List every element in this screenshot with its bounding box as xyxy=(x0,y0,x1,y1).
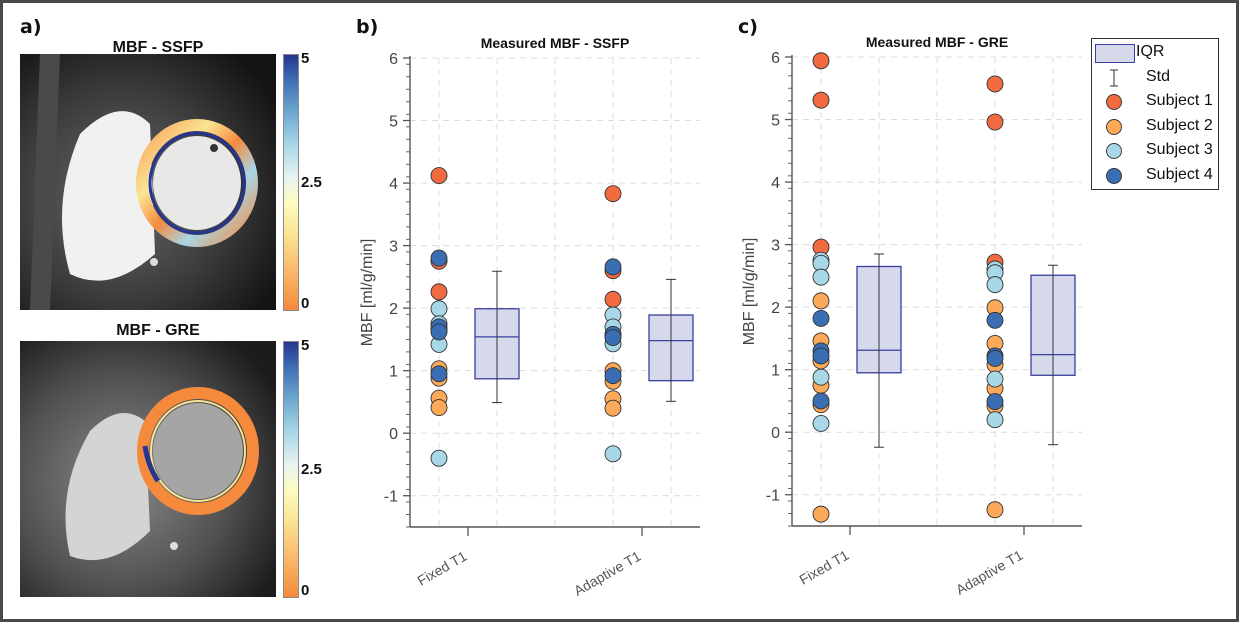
legend-item: IQR xyxy=(1092,42,1216,64)
y-tick-label: 2 xyxy=(771,300,780,317)
data-point-subject-4 xyxy=(604,329,622,346)
legend: IQR Std Subject 1 Subject 2 Subject 3 Subject… xyxy=(1091,38,1219,190)
panel-c-label: c) xyxy=(738,16,758,38)
data-point-subject-4 xyxy=(812,347,830,365)
legend-label: Subject 3 xyxy=(1146,141,1213,158)
legend-std-icon xyxy=(1110,69,1118,86)
y-tick-label: 3 xyxy=(771,238,780,255)
legend-label: Std xyxy=(1146,67,1171,85)
data-point-subject-1 xyxy=(604,290,622,308)
data-point-subject-2 xyxy=(812,505,830,523)
y-tick-label: 2 xyxy=(389,301,398,318)
legend-iqr-swatch xyxy=(1095,44,1135,63)
y-tick-label: 3 xyxy=(389,239,398,256)
y-tick-label: 6 xyxy=(389,51,398,68)
legend-marker-icon xyxy=(1106,143,1122,159)
data-point-subject-3 xyxy=(604,445,622,463)
data-point-subject-4 xyxy=(604,367,622,385)
data-point-subject-4 xyxy=(986,311,1004,329)
data-point-subject-1 xyxy=(812,91,830,109)
data-point-subject-1 xyxy=(986,113,1004,131)
y-tick-label: 4 xyxy=(389,176,398,193)
y-tick-label: 1 xyxy=(389,364,398,381)
data-point-subject-2 xyxy=(986,501,1004,519)
data-point-subject-4 xyxy=(430,323,448,341)
data-point-subject-4 xyxy=(430,249,448,267)
legend-item: Subject 4 xyxy=(1092,165,1216,187)
data-point-subject-4 xyxy=(812,309,830,327)
legend-marker-icon xyxy=(1106,94,1122,110)
legend-item: Subject 2 xyxy=(1092,116,1216,138)
panel-a-label: a) xyxy=(20,16,42,38)
data-point-subject-1 xyxy=(430,283,448,301)
legend-label: Subject 2 xyxy=(1146,116,1213,134)
y-axis-label: MBF [ml/g/min] xyxy=(741,238,758,346)
mri-gre-title: MBF - GRE xyxy=(116,322,200,339)
legend-marker-icon xyxy=(1106,118,1122,135)
data-point-subject-1 xyxy=(604,185,622,203)
y-tick-label: 0 xyxy=(771,425,780,442)
panel-b-label: b) xyxy=(356,16,379,38)
data-point-subject-3 xyxy=(430,300,448,318)
data-point-subject-4 xyxy=(430,365,448,383)
y-tick-label: -1 xyxy=(766,488,780,505)
data-point-subject-1 xyxy=(986,75,1004,93)
mri-ssfp-image xyxy=(20,54,276,310)
data-point-subject-4 xyxy=(604,258,622,276)
data-point-subject-4 xyxy=(812,392,830,410)
x-tick-label: Adaptive T1 xyxy=(953,547,1026,598)
legend-marker-icon xyxy=(1106,167,1122,184)
data-point-subject-4 xyxy=(986,349,1004,367)
y-tick-label: 6 xyxy=(771,50,780,67)
mri-ssfp-graphic xyxy=(20,54,276,310)
colorbar-ssfp xyxy=(283,54,299,311)
data-point-subject-3 xyxy=(986,411,1004,429)
legend-item: Subject 1 xyxy=(1092,91,1216,113)
colorbar-gre xyxy=(283,341,299,598)
data-point-subject-3 xyxy=(812,268,830,286)
data-point-subject-2 xyxy=(604,399,622,417)
legend-label: Subject 1 xyxy=(1146,92,1213,109)
data-point-subject-2 xyxy=(430,399,448,417)
data-point-subject-3 xyxy=(430,449,448,467)
y-tick-label: 5 xyxy=(389,114,398,131)
legend-item: Subject 3 xyxy=(1092,140,1216,162)
y-tick-label: -1 xyxy=(384,489,398,506)
colorbar-gre-tick-mid: 2.5 xyxy=(301,461,322,478)
colorbar-ssfp-tick-mid: 2.5 xyxy=(301,174,322,191)
data-point-subject-3 xyxy=(812,368,830,386)
y-tick-label: 4 xyxy=(771,175,780,192)
y-tick-label: 0 xyxy=(389,426,398,443)
x-tick-label: Adaptive T1 xyxy=(571,548,644,599)
data-point-subject-3 xyxy=(986,276,1004,294)
colorbar-ssfp-tick-max: 5 xyxy=(301,50,310,67)
y-axis-label: MBF [ml/g/min] xyxy=(359,239,376,347)
y-tick-label: 5 xyxy=(771,113,780,130)
legend-label: Subject 4 xyxy=(1146,165,1213,183)
mri-gre-graphic xyxy=(20,341,276,597)
chart-title: Measured MBF - GRE xyxy=(866,34,1008,50)
data-point-subject-2 xyxy=(812,292,830,310)
x-tick-label: Fixed T1 xyxy=(797,547,852,588)
colorbar-ssfp-tick-min: 0 xyxy=(301,295,310,312)
data-point-subject-3 xyxy=(812,414,830,432)
data-point-subject-3 xyxy=(986,370,1004,388)
data-point-subject-1 xyxy=(430,167,448,185)
y-tick-label: 1 xyxy=(771,363,780,380)
chart-gre-group: -1 0 1 2 3 4 5 6 Fixed T1 Adaptive T1 Measured MBF… xyxy=(741,34,1082,598)
mri-ssfp-title: MBF - SSFP xyxy=(112,39,204,56)
colorbar-gre-tick-min: 0 xyxy=(301,582,310,599)
colorbar-gre-tick-max: 5 xyxy=(301,337,310,354)
data-point-subject-1 xyxy=(812,52,830,70)
chart-title: Measured MBF - SSFP xyxy=(481,35,630,51)
x-tick-label: Fixed T1 xyxy=(415,548,470,589)
legend-item: Std xyxy=(1092,67,1216,89)
data-point-subject-4 xyxy=(986,393,1004,411)
chart-ssfp-group: -1 0 1 2 3 4 5 6 Fixed T1 Adaptive T1 Measured MBF… xyxy=(359,35,700,599)
mri-gre-image xyxy=(20,341,276,597)
legend-label: IQR xyxy=(1136,43,1165,60)
